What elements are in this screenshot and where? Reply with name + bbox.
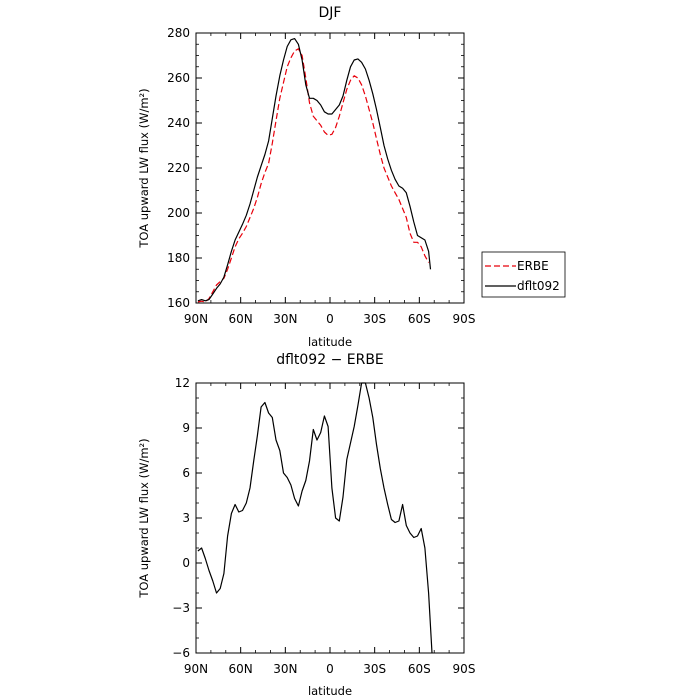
- bottom-panel: dflt092 − ERBE TOA upward LW flux (W/m²)…: [137, 352, 475, 698]
- bottom-x-tick-label: 60S: [408, 662, 431, 676]
- top-plot-frame: [195, 32, 465, 304]
- top-x-axis-label: latitude: [308, 335, 352, 349]
- bottom-y-tick-label: 0: [182, 556, 190, 570]
- top-series-line-dflt092: [197, 38, 432, 302]
- top-x-tick-label: 90S: [453, 312, 476, 326]
- bottom-y-tick-label: −3: [172, 601, 190, 615]
- top-x-tick-label: 60S: [408, 312, 431, 326]
- bottom-x-tick-label: 60N: [229, 662, 253, 676]
- top-y-tick-label: 180: [167, 251, 190, 265]
- top-x-tick-label: 30N: [273, 312, 297, 326]
- bottom-plot-frame: [195, 382, 465, 654]
- bottom-y-tick-label: 9: [182, 421, 190, 435]
- top-panel: DJF TOA upward LW flux (W/m²) latitude 9…: [137, 5, 566, 349]
- top-y-tick-label: 280: [167, 26, 190, 40]
- bottom-x-axis-label: latitude: [308, 684, 352, 698]
- bottom-chart-title: dflt092 − ERBE: [276, 352, 384, 368]
- bottom-y-tick-label: 6: [182, 466, 190, 480]
- bottom-x-tick-label: 0: [326, 662, 334, 676]
- bottom-x-tick-label: 30S: [363, 662, 386, 676]
- legend-box: [481, 251, 566, 298]
- legend-label-dflt092: dflt092: [517, 279, 560, 293]
- top-chart-title: DJF: [319, 5, 342, 21]
- top-y-tick-label: 160: [167, 296, 190, 310]
- top-y-tick-label: 220: [167, 161, 190, 175]
- top-y-axis-label: TOA upward LW flux (W/m²): [137, 88, 151, 248]
- bottom-x-tick-label: 30N: [273, 662, 297, 676]
- bottom-y-tick-label: 12: [175, 376, 190, 390]
- top-x-tick-label: 0: [326, 312, 334, 326]
- top-y-tick-label: 240: [167, 116, 190, 130]
- top-series-line-erbe: [197, 48, 430, 303]
- bottom-y-tick-label: 3: [182, 511, 190, 525]
- bottom-x-tick-label: 90N: [184, 662, 208, 676]
- top-y-tick-label: 260: [167, 71, 190, 85]
- bottom-y-tick-label: −6: [172, 646, 190, 660]
- legend: ERBE dflt092: [481, 251, 566, 298]
- bottom-x-tick-label: 90S: [453, 662, 476, 676]
- top-x-tick-label: 30S: [363, 312, 386, 326]
- top-x-tick-label: 90N: [184, 312, 208, 326]
- bottom-series-line-0: [197, 382, 433, 654]
- bottom-y-axis-label: TOA upward LW flux (W/m²): [137, 438, 151, 598]
- top-x-tick-label: 60N: [229, 312, 253, 326]
- legend-label-erbe: ERBE: [517, 259, 549, 273]
- top-y-tick-label: 200: [167, 206, 190, 220]
